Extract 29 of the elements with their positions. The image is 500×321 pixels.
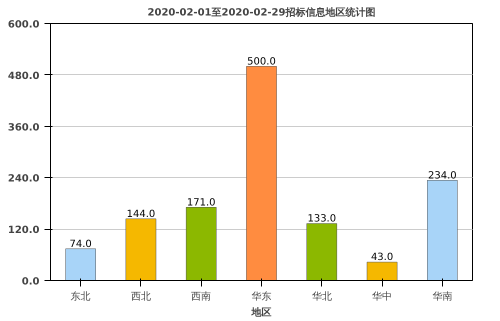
x-tick-label: 华南 [432, 290, 452, 302]
bar [306, 223, 338, 280]
y-tick-label: 600.0 [8, 20, 40, 30]
x-tick-label: 华东 [252, 290, 272, 302]
data-label: 234.0 [428, 170, 457, 182]
x-tick-label: 西南 [191, 290, 212, 302]
data-label: 133.0 [307, 214, 336, 225]
bar [126, 218, 156, 280]
y-tick-label: 0.0 [22, 276, 40, 288]
data-label: 144.0 [126, 208, 156, 220]
y-tick-label: 240.0 [8, 174, 40, 185]
x-tick-label: 西北 [130, 290, 151, 302]
x-axis-title: 地区 [250, 306, 272, 318]
chart-title: 2020-02-01至2020-02-29招标信息地区统计图 [148, 6, 376, 18]
data-label: 43.0 [370, 252, 394, 264]
data-label: 74.0 [70, 238, 92, 250]
bar [427, 180, 458, 280]
data-label: 171.0 [186, 197, 216, 208]
y-tick-label: 360.0 [8, 122, 40, 134]
y-tick-label: 480.0 [8, 70, 40, 82]
bar [246, 66, 277, 280]
data-label: 500.0 [247, 56, 276, 68]
bar [186, 207, 217, 280]
bar [65, 248, 96, 280]
bar [366, 262, 398, 280]
x-tick-label: 华中 [372, 290, 392, 302]
y-tick-label: 120.0 [8, 225, 40, 236]
x-tick-label: 华北 [312, 290, 332, 302]
x-tick-label: 东北 [70, 290, 91, 302]
